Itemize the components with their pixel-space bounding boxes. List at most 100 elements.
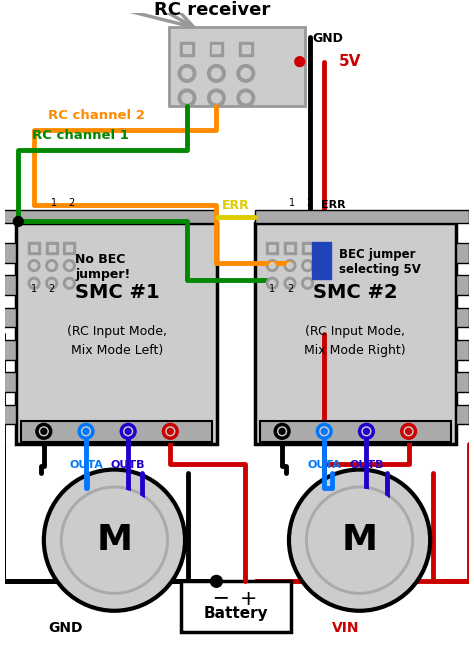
Text: OUTA: OUTA [307, 460, 341, 470]
Text: 1: 1 [269, 284, 275, 294]
Text: 2: 2 [48, 284, 55, 294]
Circle shape [266, 278, 278, 289]
Circle shape [269, 263, 275, 268]
Text: OUTA: OUTA [69, 460, 103, 470]
Circle shape [164, 424, 177, 438]
Circle shape [49, 280, 55, 286]
Bar [287, 245, 293, 251]
Circle shape [360, 424, 374, 438]
Circle shape [309, 489, 410, 591]
Circle shape [66, 280, 72, 286]
Text: 2: 2 [287, 284, 293, 294]
Circle shape [61, 486, 168, 594]
Circle shape [302, 260, 313, 272]
Text: ERR: ERR [222, 199, 250, 212]
Text: RC channel 1: RC channel 1 [32, 129, 129, 142]
Circle shape [182, 68, 192, 78]
Circle shape [49, 263, 55, 268]
Bar [456, 340, 469, 359]
Circle shape [237, 64, 255, 83]
Circle shape [241, 68, 251, 78]
Text: GND: GND [312, 32, 343, 46]
Bar [64, 242, 75, 254]
Circle shape [237, 89, 255, 107]
Circle shape [44, 469, 185, 611]
Bar [255, 210, 469, 224]
Circle shape [284, 260, 296, 272]
Text: SMC #1: SMC #1 [74, 283, 159, 302]
Circle shape [64, 278, 75, 289]
Bar [260, 421, 451, 442]
Circle shape [295, 57, 305, 66]
Bar [3, 210, 218, 224]
Bar [3, 307, 17, 328]
Text: ─  +: ─ + [214, 589, 258, 609]
Bar [456, 276, 469, 295]
Text: 2: 2 [306, 198, 313, 208]
Bar [28, 242, 40, 254]
Text: RC receiver: RC receiver [155, 1, 271, 20]
Bar [31, 245, 37, 251]
Bar [239, 42, 253, 56]
Circle shape [305, 263, 310, 268]
Circle shape [287, 280, 293, 286]
Bar [456, 372, 469, 392]
Bar [3, 405, 17, 424]
Text: Battery: Battery [204, 606, 268, 621]
Bar [255, 224, 456, 444]
Circle shape [210, 575, 222, 587]
Bar [210, 42, 223, 56]
Circle shape [41, 428, 47, 434]
Text: M: M [96, 523, 132, 557]
Circle shape [28, 278, 40, 289]
Bar [3, 276, 17, 295]
Circle shape [31, 280, 37, 286]
Circle shape [167, 428, 173, 434]
Circle shape [402, 424, 416, 438]
Circle shape [306, 486, 413, 594]
Text: SMC #2: SMC #2 [313, 283, 398, 302]
Text: VIN: VIN [332, 621, 360, 635]
Circle shape [13, 216, 23, 226]
Circle shape [305, 280, 310, 286]
Circle shape [125, 428, 131, 434]
Circle shape [211, 68, 221, 78]
Bar [456, 243, 469, 263]
Circle shape [275, 424, 289, 438]
Text: 1: 1 [289, 198, 295, 208]
Circle shape [37, 424, 51, 438]
Text: 2: 2 [68, 198, 74, 208]
Bar [66, 245, 72, 251]
Circle shape [269, 280, 275, 286]
Text: RC channel 2: RC channel 2 [48, 109, 145, 122]
Circle shape [406, 428, 411, 434]
Bar [180, 42, 194, 56]
Circle shape [302, 278, 313, 289]
Circle shape [178, 64, 196, 83]
Circle shape [266, 260, 278, 272]
Circle shape [182, 93, 192, 103]
Bar [183, 45, 191, 53]
Circle shape [289, 469, 430, 611]
Text: (RC Input Mode,
Mix Mode Right): (RC Input Mode, Mix Mode Right) [304, 325, 406, 357]
Circle shape [83, 428, 89, 434]
Bar [17, 224, 218, 444]
Bar [311, 242, 331, 280]
Text: BEC jumper
selecting 5V: BEC jumper selecting 5V [339, 248, 421, 276]
Circle shape [318, 424, 331, 438]
Bar [49, 245, 55, 251]
Circle shape [79, 424, 93, 438]
Bar [305, 245, 310, 251]
Bar [46, 242, 57, 254]
Bar [21, 421, 212, 442]
Bar [169, 27, 305, 106]
Text: ERR: ERR [321, 200, 346, 210]
Circle shape [321, 428, 327, 434]
Text: GND: GND [48, 621, 82, 635]
Circle shape [46, 260, 57, 272]
Circle shape [211, 93, 221, 103]
Circle shape [178, 89, 196, 107]
Bar [181, 581, 291, 632]
Circle shape [121, 424, 135, 438]
Text: OUTB: OUTB [111, 460, 146, 470]
